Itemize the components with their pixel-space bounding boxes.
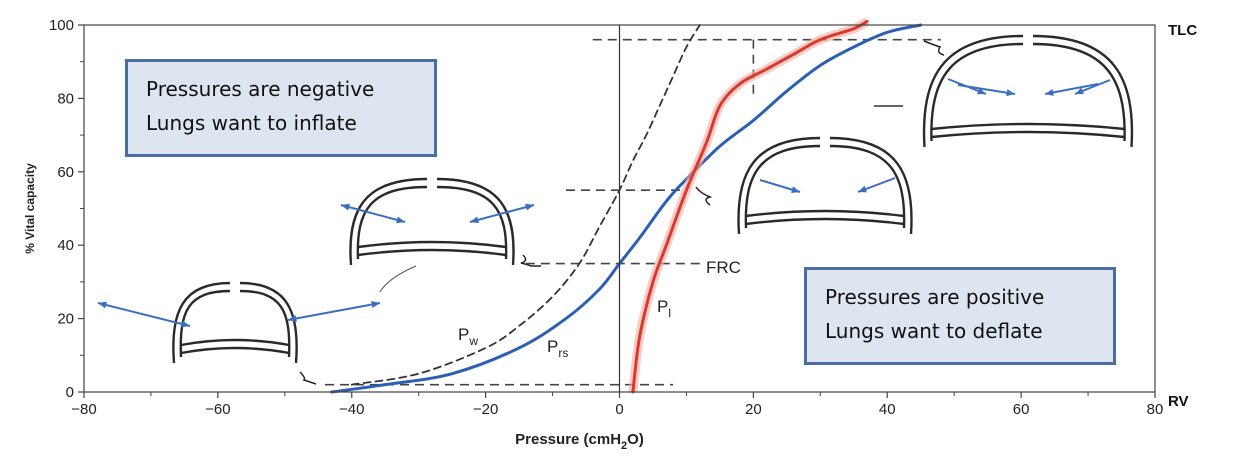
x-tick-label: −20 — [473, 401, 498, 418]
arrow-head — [470, 216, 479, 224]
lung-outer-left — [172, 281, 231, 364]
pencil-mark — [379, 265, 417, 293]
y-tick-label: 60 — [57, 164, 74, 181]
callout-positive: Pressures are positive Lungs want to def… — [804, 267, 1116, 365]
arrow-mid-left — [759, 179, 801, 193]
connector-tlc — [923, 40, 945, 56]
lung-outer-left — [349, 177, 428, 266]
arrow-head — [858, 185, 867, 193]
lung-outer-right — [436, 177, 515, 266]
rv-label: RV — [1168, 393, 1189, 410]
y-tick-label: 80 — [57, 90, 74, 107]
arrow-head — [1045, 89, 1054, 96]
label-pw: Pw — [458, 325, 478, 348]
label-pl: Pl — [657, 297, 671, 320]
label-prs: Prs — [547, 337, 568, 360]
arrow-shaft — [469, 204, 535, 223]
lung-diaphragm-top — [745, 209, 905, 218]
frc-label: FRC — [706, 258, 741, 277]
lung-inner-right — [436, 185, 508, 260]
lung-rv — [172, 281, 298, 364]
arrow-head — [791, 186, 800, 193]
lung-inner-right — [829, 144, 906, 229]
callout-positive-line2: Lungs want to deflate — [825, 319, 1043, 343]
labels: Pressure (cmH2O) % Vital capacity TLC RV Pw P… — [23, 22, 1197, 452]
arrow-shaft — [957, 84, 1016, 95]
lung-diaphragm-top — [931, 122, 1125, 131]
lung-inner-right — [239, 289, 291, 358]
lung-outer-right — [239, 281, 298, 364]
arrow-shaft — [340, 204, 406, 223]
arrow-head — [98, 301, 107, 309]
lung-diaphragm-bottom — [180, 346, 290, 355]
arrow-head — [181, 320, 190, 328]
x-tick-label: 20 — [745, 401, 762, 418]
arrow-head — [288, 315, 297, 322]
connector-mid — [695, 186, 713, 206]
tlc-label: TLC — [1168, 22, 1197, 39]
dashed-guide-lines — [324, 38, 941, 386]
x-tick-label: 60 — [1013, 401, 1030, 418]
series-line-l — [631, 19, 869, 394]
arrow-shaft — [1044, 83, 1099, 95]
x-tick-label: 80 — [1147, 401, 1164, 418]
lung-diaphragm-bottom — [357, 248, 507, 257]
lung-inner-left — [930, 42, 1024, 142]
arrow-head — [1006, 89, 1015, 97]
connector-rv — [299, 371, 317, 385]
x-tick-label: 40 — [879, 401, 896, 418]
connector-frc — [520, 254, 541, 267]
arrow-mid-right — [857, 177, 896, 193]
arrow-rv-left — [97, 301, 191, 328]
lung-outer-right — [829, 136, 913, 235]
y-tick-label: 100 — [49, 17, 74, 34]
lung-mid — [737, 136, 913, 235]
x-tick-label: −40 — [339, 401, 364, 418]
y-tick-label: 20 — [57, 311, 74, 328]
arrow-tlc-right-b — [1044, 83, 1099, 96]
x-tick-label: −60 — [205, 401, 230, 418]
arrow-tlc-right-a — [1074, 79, 1111, 95]
arrow-shaft — [287, 302, 381, 321]
lung-inner-left — [744, 144, 821, 229]
lung-diaphragm-bottom — [745, 217, 905, 226]
arrow-head — [371, 301, 380, 308]
lung-frc-low — [349, 177, 515, 266]
lung-inner-right — [1032, 42, 1126, 142]
arrow-frc-left — [340, 203, 406, 224]
series-line-rs — [330, 23, 923, 394]
arrow-rv-right — [287, 301, 381, 322]
series-line-w — [350, 24, 701, 386]
callout-negative-line1: Pressures are negative — [146, 77, 375, 101]
x-axis-title: Pressure (cmH2O) — [515, 431, 644, 452]
lung-outer-left — [922, 34, 1024, 148]
lung-outer-right — [1032, 34, 1134, 148]
y-tick-label: 0 — [66, 384, 74, 401]
arrow-head — [396, 216, 405, 224]
callout-negative: Pressures are negative Lungs want to inf… — [125, 59, 437, 157]
lung-illustrations — [97, 34, 1134, 385]
x-tick-label: 0 — [615, 401, 623, 418]
lung-diaphragm-bottom — [931, 130, 1125, 139]
x-tick-label: −80 — [71, 401, 96, 418]
arrow-head — [525, 203, 534, 211]
arrow-shaft — [97, 302, 191, 327]
y-axis-title: % Vital capacity — [23, 163, 37, 254]
series-layer — [330, 17, 923, 394]
lung-diaphragm-top — [180, 338, 290, 347]
axes: −80 −60 −40 −20 0 20 40 60 80 0 20 40 60 80 100 — [49, 17, 1163, 418]
lung-inner-left — [356, 185, 428, 260]
lung-outer-left — [737, 136, 821, 235]
arrow-frc-right — [469, 203, 535, 224]
arrow-head — [341, 203, 350, 211]
lung-diaphragm-top — [357, 240, 507, 249]
arrow-tlc-left-b — [957, 84, 1016, 97]
y-tick-label: 40 — [57, 237, 74, 254]
callout-negative-line2: Lungs want to inflate — [146, 111, 357, 135]
lung-tlc — [922, 34, 1134, 148]
callout-positive-line1: Pressures are positive — [825, 285, 1045, 309]
lung-inner-left — [179, 289, 231, 358]
arrow-head — [1075, 87, 1084, 95]
